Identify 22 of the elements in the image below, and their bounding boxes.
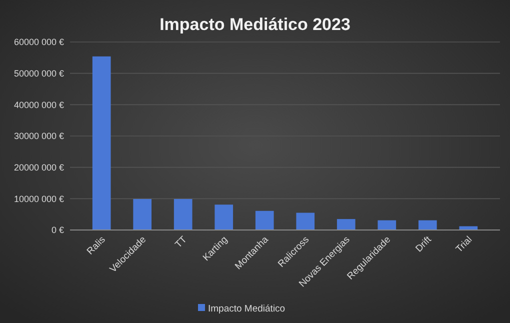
- y-tick-label: 10000 000 €: [14, 194, 64, 204]
- x-tick-label: Drift: [414, 234, 434, 254]
- legend-label: Impacto Mediático: [208, 303, 286, 314]
- y-tick-label: 40000 000 €: [14, 100, 64, 110]
- chart-title: Impacto Mediático 2023: [160, 15, 350, 34]
- bar: [296, 212, 315, 230]
- x-tick-label: Trial: [454, 234, 475, 255]
- bar: [418, 220, 437, 230]
- bar: [255, 210, 274, 230]
- bar: [459, 226, 478, 230]
- bar: [378, 220, 396, 230]
- y-tick-label: 30000 000 €: [14, 131, 64, 142]
- y-tick-label: 60000 000 €: [14, 37, 64, 48]
- bar: [133, 198, 152, 230]
- x-tick-label: TT: [173, 234, 190, 250]
- y-tick-label: 20000 000 €: [14, 162, 64, 172]
- bar: [214, 204, 234, 230]
- y-tick-label: 50000 000 €: [14, 68, 64, 78]
- bar: [336, 219, 356, 230]
- y-tick-label: 0 €: [51, 225, 64, 236]
- bar: [174, 198, 192, 230]
- bar: [92, 56, 111, 230]
